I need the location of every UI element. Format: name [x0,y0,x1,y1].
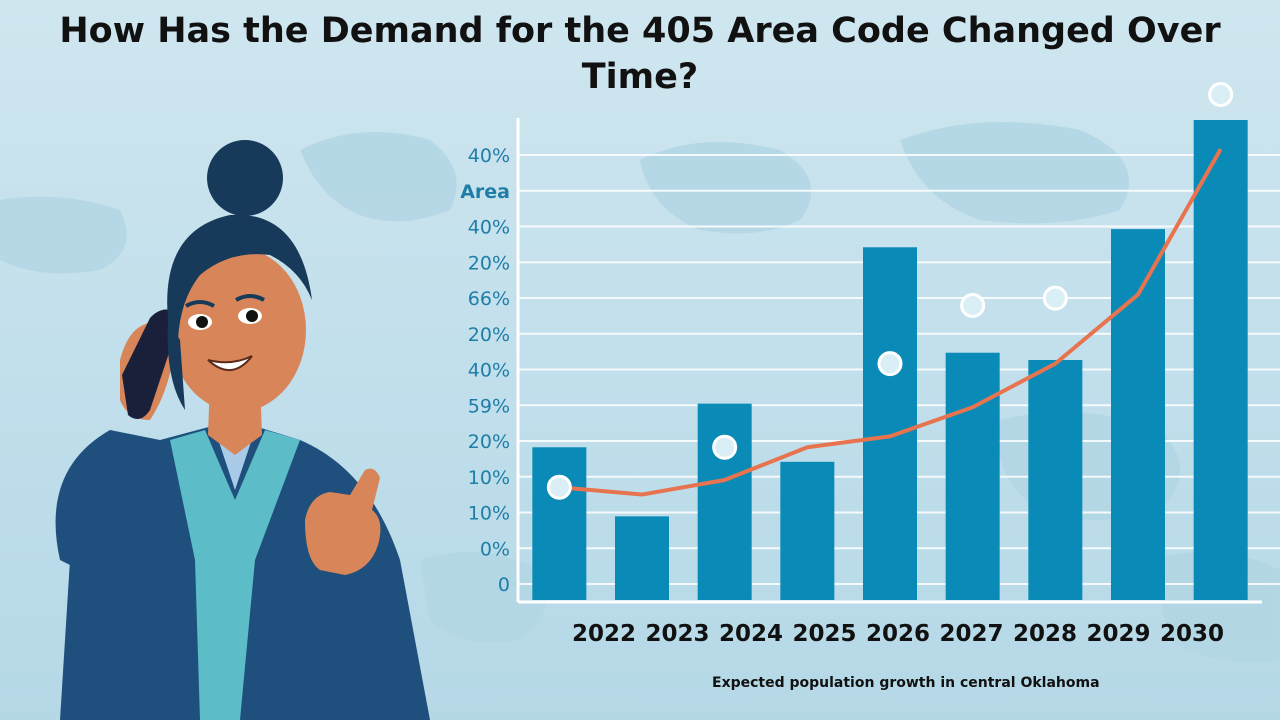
y-tick-label: 40% [468,360,510,382]
y-tick-label: 0% [480,538,510,560]
trend-line [559,148,1223,497]
y-tick-label: 10% [468,467,510,489]
x-tick-label: 2025 [792,621,856,647]
x-tick-label: 2029 [1086,621,1150,647]
y-tick-label: Area [460,181,510,203]
bar-2030 [1193,120,1248,600]
trend-marker [960,292,986,318]
x-tick-label: 2026 [866,621,930,647]
x-tick-label: 2023 [645,621,709,647]
y-tick-label: 40% [468,217,510,239]
trend-marker [546,474,572,500]
y-tick-label: 66% [468,288,510,310]
x-tick-label: 2024 [719,621,783,647]
trend-line-path [559,148,1223,497]
trend-markers [546,82,1234,500]
x-tick-label: 2030 [1160,621,1224,647]
y-tick-label: 10% [468,503,510,525]
bar-2023 [615,516,669,600]
y-tick-label: 0 [498,574,510,596]
trend-marker [1208,82,1234,108]
trend-marker [712,434,738,460]
y-tick-label: 20% [468,324,510,346]
trend-marker [877,351,903,377]
x-tick-labels: 2022 2023 2024 2025 2026 2027 2028 2029 2030 [572,621,1224,647]
x-tick-label: 2027 [939,621,1003,647]
y-tick-label: 20% [468,252,510,274]
bar-2027 [945,352,1000,600]
bars [532,120,1248,601]
y-tick-label: 40% [468,145,510,167]
y-tick-label: 20% [468,431,510,453]
y-tick-labels: 40% Area 40% 20% 66% 20% 40% 59% 20% 10% 10% 0% 0 [460,145,510,596]
chart-caption: Expected population growth in central Ok… [712,675,1100,691]
x-tick-label: 2028 [1013,621,1077,647]
bar-2028 [1028,360,1083,600]
bar-2025 [780,461,835,600]
page-title: How Has the Demand for the 405 Area Code… [59,11,1221,97]
x-tick-label: 2022 [572,621,636,647]
y-tick-label: 59% [468,395,510,417]
trend-marker [1042,285,1068,311]
bar-2026 [863,247,917,601]
bar-2022 [532,447,587,600]
